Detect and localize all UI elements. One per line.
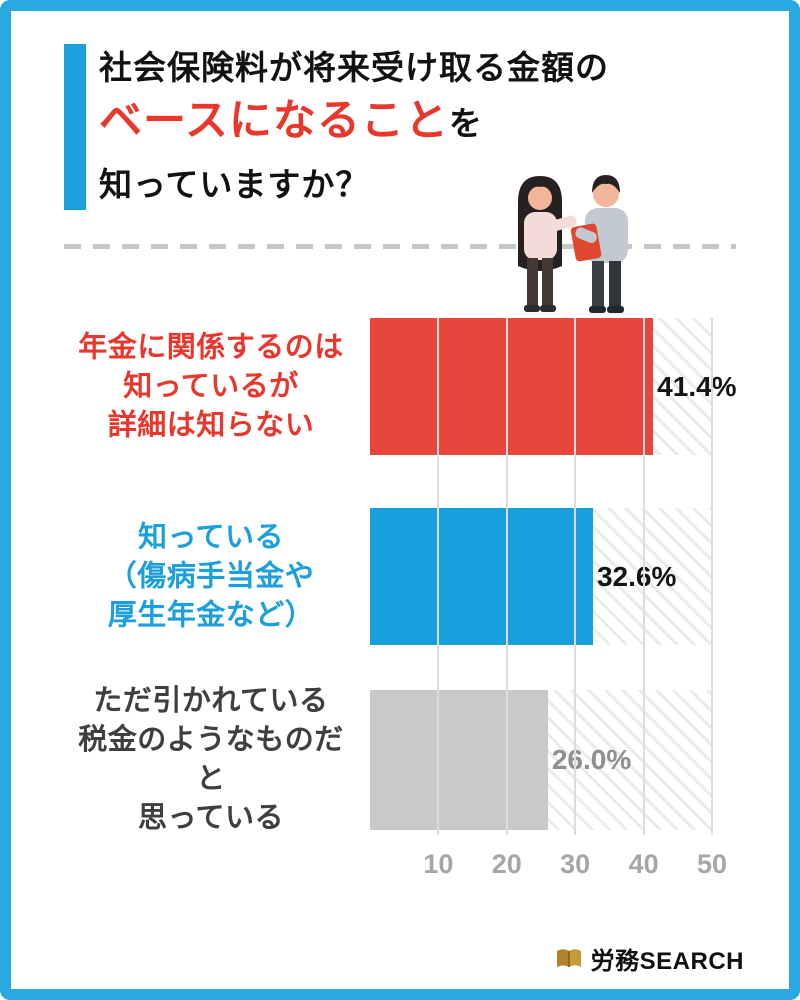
title-highlight: ベースになること [99,97,449,145]
category-label-line: 知っている [137,521,285,553]
woman-figure [518,176,577,312]
logo-text-rest: SEARCH [639,948,744,975]
value-label: 41.4% [657,370,737,402]
x-axis-ticks: 10 20 30 40 50 [370,849,727,883]
gridline-30 [574,318,577,835]
hatched-band: 41.4% [370,318,737,455]
gridline-20 [505,318,508,835]
chart-row: 知っている （傷病手当金や 厚生年金など） 32.6% [64,508,712,645]
title-suffix: を [448,105,482,142]
title-line-2: ベースになることを [99,92,609,160]
logo-text: 労務SEARCH [591,941,744,976]
category-label-line: ただ引かれている [93,685,329,717]
category-label-line: 厚生年金など） [107,599,315,631]
site-logo: 労務SEARCH [555,941,744,976]
value-label: 32.6% [596,560,677,592]
category-label: ただ引かれている 税金のようなものだと 思っている [64,682,358,838]
title-accent-bar [64,44,86,210]
category-label-line: 詳細は知らない [107,409,315,441]
x-tick: 30 [560,849,591,879]
logo-text-bold: 労務 [590,948,640,975]
title-line-3: 知っていますか？ [99,166,370,203]
title-block: 社会保険料が将来受け取る金額の ベースになることを 知っていますか？ [64,44,609,210]
gridline-40 [642,318,645,835]
man-figure [570,175,628,313]
gridline-10 [437,318,440,835]
title-line-1: 社会保険料が将来受け取る金額の [99,49,609,86]
chart-gridlines [370,318,713,835]
bar [370,690,548,830]
x-tick: 50 [696,849,728,879]
bar-chart: 年金に関係するのは 知っているが 詳細は知らない 41.4% 知っている （傷病… [64,318,737,898]
x-tick: 10 [423,849,454,879]
two-people-tablet-illustration [518,175,628,313]
x-tick: 40 [628,849,659,879]
page-title: 社会保険料が将来受け取る金額の ベースになることを 知っていますか？ [99,44,609,210]
bar [370,318,654,455]
category-label-line: 知っているが [123,370,299,402]
gridline-50 [711,318,713,835]
chart-row: ただ引かれている 税金のようなものだと 思っている 26.0% [64,685,712,834]
value-label: 26.0% [551,744,632,775]
category-label-line: （傷病手当金や [107,560,315,592]
category-label-line: 思っている [137,802,285,834]
chart-row: 年金に関係するのは 知っているが 詳細は知らない 41.4% [64,318,737,455]
hatched-band: 32.6% [370,508,712,645]
hatched-band: 26.0% [370,690,712,830]
category-label-line: 年金に関係するのは [78,331,344,363]
dashed-divider [64,244,736,249]
book-icon [556,948,581,967]
x-tick: 20 [491,849,522,879]
bar [370,508,593,645]
category-label: 年金に関係するのは 知っているが 詳細は知らない [64,328,358,445]
category-label-line: 税金のようなものだと [78,724,344,795]
category-label: 知っている （傷病手当金や 厚生年金など） [64,518,358,635]
